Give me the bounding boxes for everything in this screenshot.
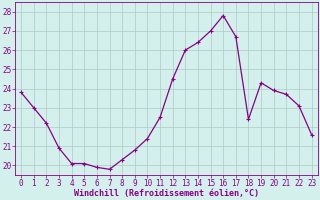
X-axis label: Windchill (Refroidissement éolien,°C): Windchill (Refroidissement éolien,°C) <box>74 189 259 198</box>
